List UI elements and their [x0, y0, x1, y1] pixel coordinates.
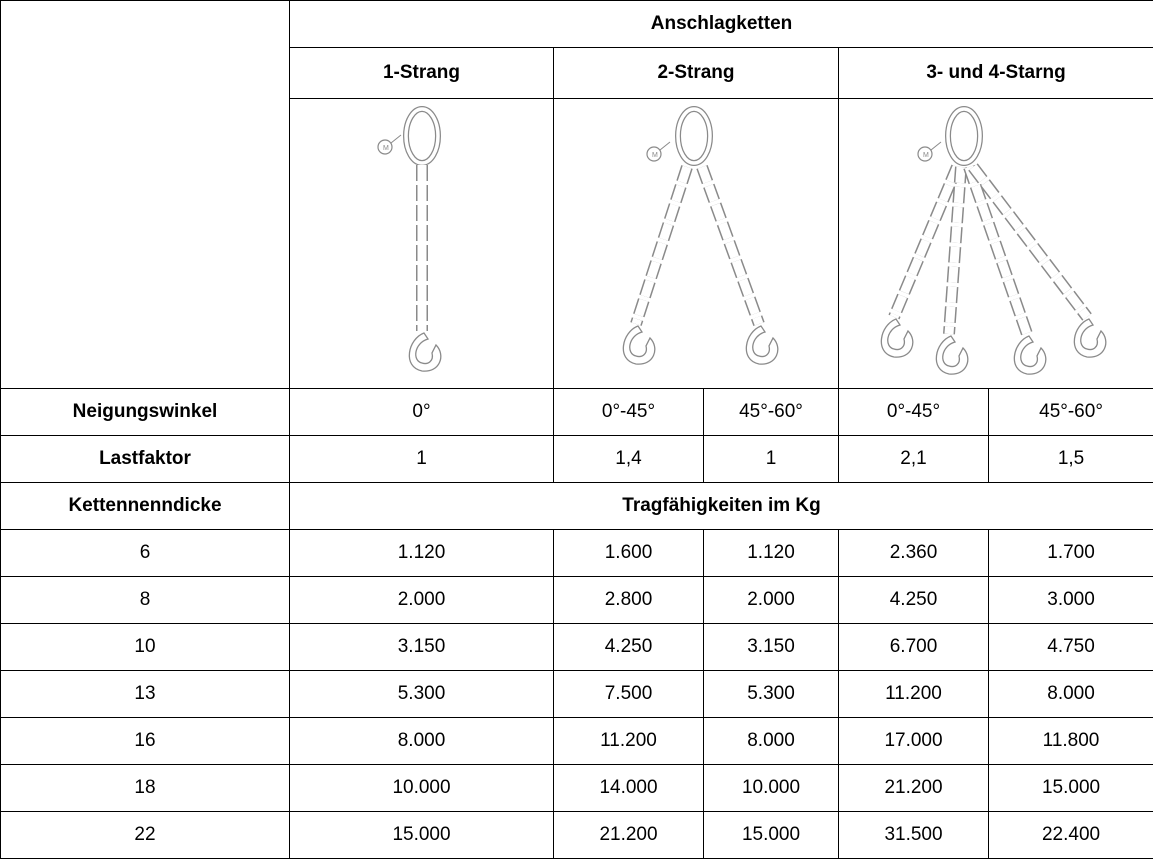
- table-body: Anschlagketten 1-Strang 2-Strang 3- und …: [1, 1, 1153, 859]
- capacity-value: 8.000: [290, 718, 554, 765]
- row-label: Lastfaktor: [1, 436, 290, 483]
- chain-size: 10: [1, 624, 290, 671]
- capacity-value: 14.000: [554, 765, 704, 812]
- capacity-value: 3.000: [989, 577, 1153, 624]
- capacity-value: 3.150: [704, 624, 839, 671]
- capacity-value: 11.200: [554, 718, 704, 765]
- capacity-value: 5.300: [290, 671, 554, 718]
- capacity-value: 17.000: [839, 718, 989, 765]
- chain-size: 6: [1, 530, 290, 577]
- factor-value: 2,1: [839, 436, 989, 483]
- capacity-value: 15.000: [704, 812, 839, 859]
- angle-value: 45°-60°: [704, 389, 839, 436]
- capacity-value: 2.360: [839, 530, 989, 577]
- capacity-value: 10.000: [704, 765, 839, 812]
- capacity-value: 5.300: [704, 671, 839, 718]
- chain-4: [839, 99, 1153, 382]
- capacity-value: 4.250: [839, 577, 989, 624]
- row-label: Kettennenndicke: [1, 483, 290, 530]
- capacity-value: 6.700: [839, 624, 989, 671]
- chain-size: 13: [1, 671, 290, 718]
- chain-size: 22: [1, 812, 290, 859]
- capacity-value: 10.000: [290, 765, 554, 812]
- capacity-value: 4.750: [989, 624, 1153, 671]
- load-table: Anschlagketten 1-Strang 2-Strang 3- und …: [0, 0, 1153, 859]
- chain-2: [554, 99, 839, 382]
- capacity-value: 21.200: [839, 765, 989, 812]
- corner-cell: [1, 1, 290, 389]
- capacity-value: 21.200: [554, 812, 704, 859]
- capacity-value: 1.700: [989, 530, 1153, 577]
- capacity-value: 1.120: [704, 530, 839, 577]
- page: {"header": {"group": "Anschlagketten", "…: [0, 0, 1153, 859]
- capacity-value: 8.000: [989, 671, 1153, 718]
- factor-value: 1: [290, 436, 554, 483]
- image-cell: [290, 99, 554, 389]
- type-header: 3- und 4-Starng: [839, 48, 1153, 99]
- angle-value: 0°-45°: [839, 389, 989, 436]
- type-header: 1-Strang: [290, 48, 554, 99]
- factor-value: 1: [704, 436, 839, 483]
- capacity-value: 7.500: [554, 671, 704, 718]
- capacity-value: 1.600: [554, 530, 704, 577]
- capacity-value: 2.000: [290, 577, 554, 624]
- capacity-title: Tragfähigkeiten im Kg: [290, 483, 1153, 530]
- row-label: Neigungswinkel: [1, 389, 290, 436]
- angle-value: 0°-45°: [554, 389, 704, 436]
- image-cell: [839, 99, 1153, 389]
- capacity-value: 4.250: [554, 624, 704, 671]
- capacity-value: 11.800: [989, 718, 1153, 765]
- angle-value: 0°: [290, 389, 554, 436]
- capacity-value: 2.000: [704, 577, 839, 624]
- image-cell: [554, 99, 839, 389]
- factor-value: 1,5: [989, 436, 1153, 483]
- type-header: 2-Strang: [554, 48, 839, 99]
- capacity-value: 31.500: [839, 812, 989, 859]
- capacity-value: 11.200: [839, 671, 989, 718]
- capacity-value: 22.400: [989, 812, 1153, 859]
- capacity-value: 15.000: [290, 812, 554, 859]
- chain-1: [290, 99, 554, 382]
- capacity-value: 3.150: [290, 624, 554, 671]
- chain-size: 18: [1, 765, 290, 812]
- angle-value: 45°-60°: [989, 389, 1153, 436]
- chain-size: 16: [1, 718, 290, 765]
- capacity-value: 2.800: [554, 577, 704, 624]
- chain-size: 8: [1, 577, 290, 624]
- capacity-value: 15.000: [989, 765, 1153, 812]
- factor-value: 1,4: [554, 436, 704, 483]
- capacity-value: 8.000: [704, 718, 839, 765]
- capacity-value: 1.120: [290, 530, 554, 577]
- group-header: Anschlagketten: [290, 1, 1153, 48]
